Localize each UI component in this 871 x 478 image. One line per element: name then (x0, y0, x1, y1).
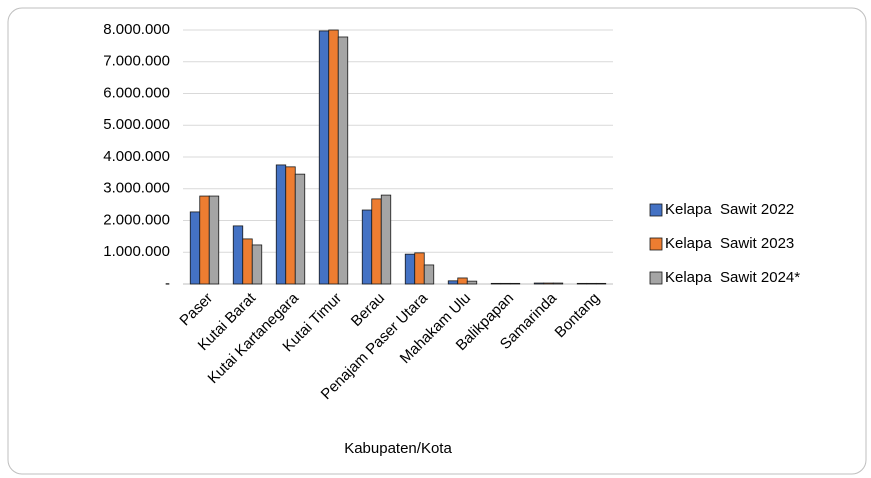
legend-swatch (649, 237, 663, 251)
bar (552, 282, 564, 285)
bar (361, 209, 373, 285)
bar (337, 36, 349, 285)
y-tick-label: 6.000.000 (103, 84, 170, 101)
x-axis-label: Kabupaten/Kota (344, 440, 452, 457)
bar (275, 164, 287, 285)
bar (404, 253, 416, 285)
bar (595, 282, 607, 285)
bar (533, 282, 545, 285)
y-tick-label: 2.000.000 (103, 211, 170, 228)
y-tick-label: 8.000.000 (103, 21, 170, 38)
bar (285, 166, 296, 285)
y-tick-label: 5.000.000 (103, 116, 170, 133)
bar (423, 264, 435, 285)
legend-label: Kelapa Sawit 2024* (665, 269, 800, 286)
bar (447, 280, 459, 285)
bar (414, 252, 425, 285)
bar (466, 280, 478, 285)
y-tick-label: 7.000.000 (103, 53, 170, 70)
bar (251, 244, 263, 285)
bar (380, 194, 392, 285)
bar (328, 29, 339, 285)
bar (500, 282, 511, 285)
bar (242, 238, 253, 285)
bar (199, 195, 210, 285)
legend-label: Kelapa Sawit 2023 (665, 235, 794, 252)
bar (371, 198, 382, 285)
legend-swatch (649, 271, 663, 285)
bar (457, 277, 468, 285)
bar (208, 195, 220, 285)
bar (586, 282, 597, 285)
bar (189, 211, 201, 285)
y-tick-label: - (165, 275, 170, 292)
legend-label: Kelapa Sawit 2022 (665, 201, 794, 218)
y-tick-label: 3.000.000 (103, 180, 170, 197)
bar (232, 225, 244, 285)
bar (576, 282, 588, 285)
bar (294, 173, 306, 285)
legend-swatch (649, 203, 663, 217)
chart-frame (7, 7, 867, 475)
bar (318, 30, 330, 285)
bar (490, 282, 502, 285)
y-tick-label: 4.000.000 (103, 148, 170, 165)
bar (543, 282, 554, 285)
bar (509, 282, 521, 285)
y-tick-label: 1.000.000 (103, 243, 170, 260)
